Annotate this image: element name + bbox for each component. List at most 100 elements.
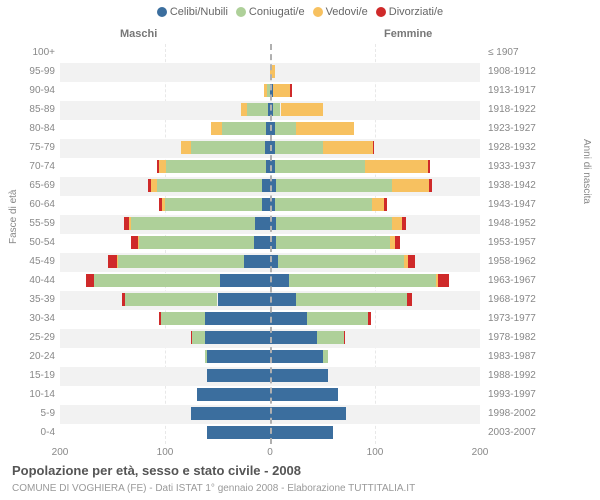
bar-segment-female xyxy=(408,255,415,268)
bar-segment-male xyxy=(131,217,255,230)
x-tick-label: 200 xyxy=(472,447,489,458)
bar-segment-male xyxy=(157,160,159,173)
legend: Celibi/Nubili Coniugati/e Vedovi/e Divorzia… xyxy=(0,6,600,18)
x-tick-label: 100 xyxy=(367,447,384,458)
bar-segment-male xyxy=(159,160,166,173)
bar-segment-female xyxy=(275,160,364,173)
bar-segment-female xyxy=(270,369,328,382)
legend-label: Vedovi/e xyxy=(326,6,368,18)
bar-segment-male xyxy=(244,255,270,268)
bar-segment-female xyxy=(296,293,406,306)
bar-segment-male xyxy=(192,331,205,344)
birth-year-label: 1928-1932 xyxy=(488,142,558,153)
birth-year-label: 1943-1947 xyxy=(488,199,558,210)
age-label: 90-94 xyxy=(0,85,55,96)
bar-segment-male xyxy=(108,255,116,268)
chart-subtitle: COMUNE DI VOGHIERA (FE) - Dati ISTAT 1° … xyxy=(12,483,415,494)
bar-segment-female xyxy=(368,312,371,325)
age-label: 40-44 xyxy=(0,275,55,286)
age-label: 30-34 xyxy=(0,313,55,324)
left-axis-title: Fasce di età xyxy=(8,190,19,244)
bar-segment-female xyxy=(275,198,372,211)
age-label: 95-99 xyxy=(0,66,55,77)
age-label: 70-74 xyxy=(0,161,55,172)
bar-segment-male xyxy=(162,198,165,211)
legend-label: Divorziati/e xyxy=(389,6,443,18)
birth-year-label: 2003-2007 xyxy=(488,427,558,438)
bar-segment-female xyxy=(270,312,307,325)
bar-segment-male xyxy=(222,122,266,135)
bar-segment-male xyxy=(148,179,151,192)
age-label: 10-14 xyxy=(0,389,55,400)
population-pyramid-chart: Celibi/Nubili Coniugati/e Vedovi/e Divorzia… xyxy=(0,0,600,500)
bar-segment-female xyxy=(270,274,289,287)
bar-segment-male xyxy=(262,179,270,192)
bar-segment-female xyxy=(344,331,345,344)
age-label: 35-39 xyxy=(0,294,55,305)
bar-segment-male xyxy=(207,426,270,439)
bar-segment-male xyxy=(218,293,271,306)
bar-segment-female xyxy=(270,407,346,420)
bar-segment-female xyxy=(276,179,392,192)
legend-item: Celibi/Nubili xyxy=(157,6,228,18)
bar-segment-female xyxy=(275,122,296,135)
bar-segment-female xyxy=(273,84,290,97)
bar-segment-female xyxy=(270,388,338,401)
birth-year-label: 1963-1967 xyxy=(488,275,558,286)
age-label: 80-84 xyxy=(0,123,55,134)
bar-segment-female xyxy=(278,255,404,268)
bar-segment-female xyxy=(270,350,323,363)
birth-year-label: 1923-1927 xyxy=(488,123,558,134)
bar-segment-female xyxy=(317,331,343,344)
bar-segment-male xyxy=(205,312,270,325)
bar-segment-male xyxy=(254,236,270,249)
legend-swatch xyxy=(313,7,323,17)
bar-segment-male xyxy=(165,198,262,211)
bar-segment-female xyxy=(392,217,403,230)
bar-segment-male xyxy=(207,369,270,382)
legend-label: Coniugati/e xyxy=(249,6,305,18)
birth-year-label: 1913-1917 xyxy=(488,85,558,96)
bar-segment-female xyxy=(275,141,322,154)
birth-year-label: 1968-1972 xyxy=(488,294,558,305)
x-tick-label: 0 xyxy=(267,447,273,458)
female-header: Femmine xyxy=(384,28,432,40)
birth-year-label: 1988-1992 xyxy=(488,370,558,381)
bar-segment-female xyxy=(270,293,296,306)
bar-segment-female xyxy=(428,160,430,173)
bar-segment-female xyxy=(323,141,373,154)
bar-segment-male xyxy=(205,350,207,363)
bar-segment-female xyxy=(373,141,374,154)
bar-segment-female xyxy=(281,103,323,116)
bar-segment-female xyxy=(307,312,368,325)
bar-segment-female xyxy=(323,350,328,363)
age-label: 55-59 xyxy=(0,218,55,229)
bar-segment-male xyxy=(191,331,192,344)
legend-item: Coniugati/e xyxy=(236,6,305,18)
bar-segment-female xyxy=(372,198,385,211)
bar-segment-male xyxy=(117,255,118,268)
birth-year-label: 1993-1997 xyxy=(488,389,558,400)
age-label: 100+ xyxy=(0,47,55,58)
bar-segment-male xyxy=(255,217,270,230)
birth-year-label: 1908-1912 xyxy=(488,66,558,77)
birth-year-label: 1918-1922 xyxy=(488,104,558,115)
bar-segment-female xyxy=(392,179,429,192)
bar-segment-male xyxy=(151,179,156,192)
bar-segment-female xyxy=(395,236,400,249)
bar-segment-female xyxy=(384,198,386,211)
male-header: Maschi xyxy=(120,28,157,40)
age-label: 65-69 xyxy=(0,180,55,191)
bar-segment-male xyxy=(247,103,268,116)
bar-segment-female xyxy=(438,274,449,287)
bar-segment-male xyxy=(124,217,129,230)
bar-segment-female xyxy=(289,274,436,287)
bar-segment-male xyxy=(159,312,161,325)
bar-segment-male xyxy=(211,122,222,135)
age-label: 60-64 xyxy=(0,199,55,210)
right-axis-title: Anni di nascita xyxy=(581,139,592,204)
birth-year-label: 1978-1982 xyxy=(488,332,558,343)
age-label: 75-79 xyxy=(0,142,55,153)
bar-segment-female xyxy=(429,179,432,192)
bar-segment-male xyxy=(129,217,131,230)
